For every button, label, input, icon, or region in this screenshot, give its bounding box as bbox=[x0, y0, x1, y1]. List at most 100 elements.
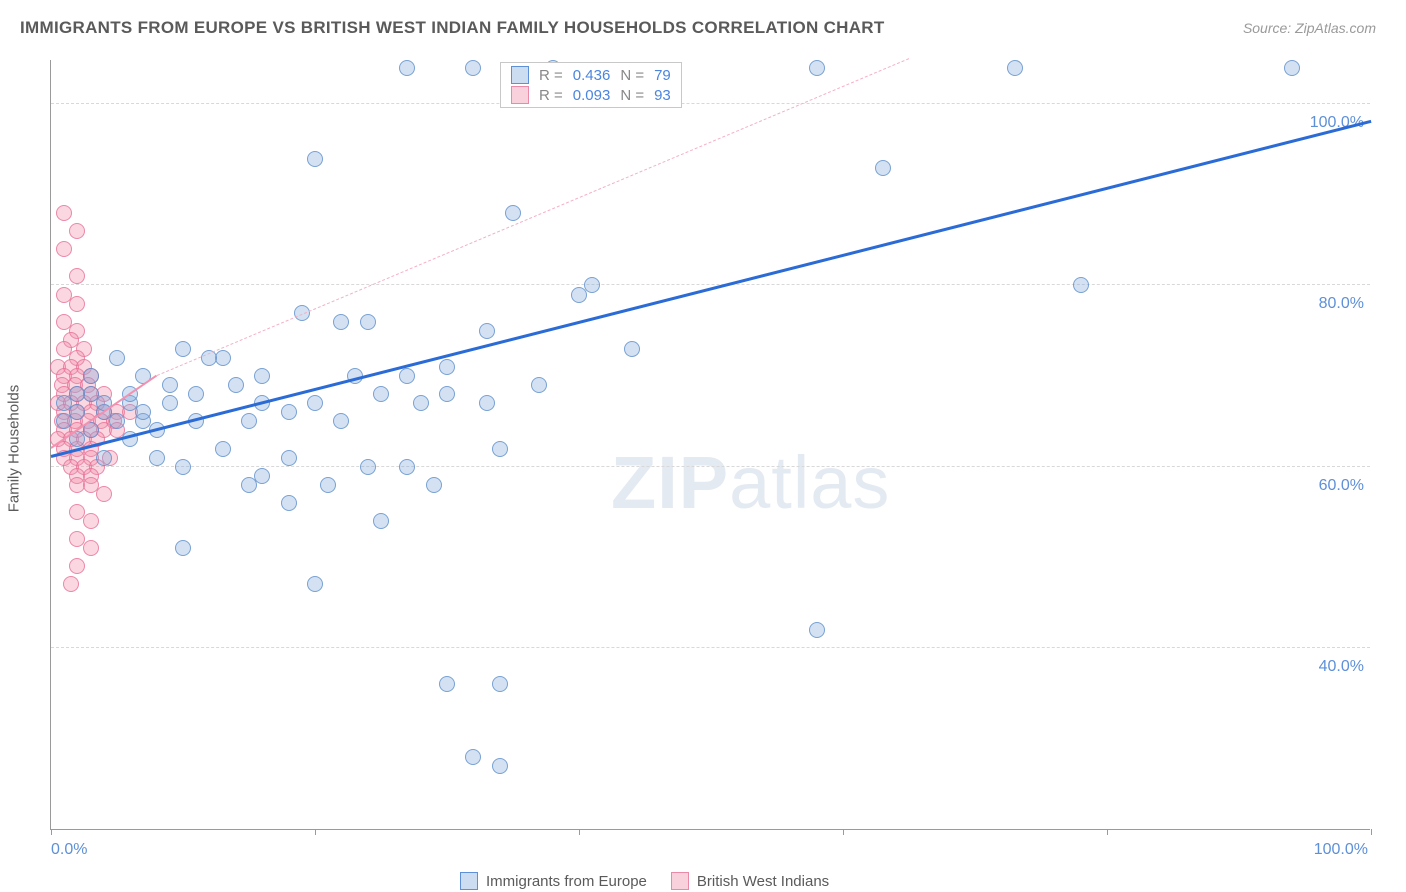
scatter-point-blue bbox=[215, 441, 231, 457]
x-tick bbox=[51, 829, 52, 835]
scatter-point-blue bbox=[281, 404, 297, 420]
scatter-point-blue bbox=[188, 386, 204, 402]
scatter-point-blue bbox=[162, 395, 178, 411]
r-value: 0.093 bbox=[573, 87, 611, 104]
chart-title: IMMIGRANTS FROM EUROPE VS BRITISH WEST I… bbox=[20, 18, 885, 38]
scatter-point-blue bbox=[809, 60, 825, 76]
scatter-point-blue bbox=[399, 60, 415, 76]
scatter-point-pink bbox=[63, 576, 79, 592]
scatter-point-blue bbox=[96, 450, 112, 466]
scatter-point-blue bbox=[875, 160, 891, 176]
x-tick bbox=[843, 829, 844, 835]
scatter-point-blue bbox=[479, 395, 495, 411]
scatter-point-blue bbox=[56, 413, 72, 429]
scatter-point-blue bbox=[465, 749, 481, 765]
scatter-point-blue bbox=[624, 341, 640, 357]
scatter-point-blue bbox=[1284, 60, 1300, 76]
scatter-point-pink bbox=[69, 268, 85, 284]
r-label: R = bbox=[539, 67, 563, 84]
legend-label: British West Indians bbox=[697, 873, 829, 890]
y-axis-label-wrap: Family Households bbox=[10, 360, 30, 540]
scatter-point-blue bbox=[307, 576, 323, 592]
scatter-point-blue bbox=[83, 368, 99, 384]
scatter-point-blue bbox=[809, 622, 825, 638]
scatter-point-pink bbox=[83, 513, 99, 529]
scatter-point-blue bbox=[399, 459, 415, 475]
x-tick-label: 0.0% bbox=[51, 841, 87, 859]
n-value: 79 bbox=[654, 67, 671, 84]
legend-row-blue: R = 0.436 N = 79 bbox=[501, 65, 681, 85]
scatter-point-blue bbox=[360, 314, 376, 330]
watermark-bold: ZIP bbox=[611, 441, 729, 524]
scatter-point-blue bbox=[56, 395, 72, 411]
scatter-point-blue bbox=[373, 386, 389, 402]
scatter-point-pink bbox=[56, 241, 72, 257]
scatter-point-blue bbox=[307, 151, 323, 167]
gridline bbox=[51, 647, 1370, 648]
trendline-blue bbox=[51, 119, 1372, 457]
scatter-point-blue bbox=[281, 495, 297, 511]
r-label: R = bbox=[539, 87, 563, 104]
r-value: 0.436 bbox=[573, 67, 611, 84]
n-label: N = bbox=[620, 87, 644, 104]
scatter-point-blue bbox=[479, 323, 495, 339]
scatter-point-blue bbox=[465, 60, 481, 76]
swatch-blue bbox=[511, 66, 529, 84]
scatter-point-blue bbox=[228, 377, 244, 393]
x-tick bbox=[1107, 829, 1108, 835]
scatter-point-blue bbox=[1007, 60, 1023, 76]
y-tick-label: 60.0% bbox=[1319, 477, 1364, 495]
scatter-point-blue bbox=[333, 314, 349, 330]
x-tick bbox=[1371, 829, 1372, 835]
correlation-legend: R = 0.436 N = 79 R = 0.093 N = 93 bbox=[500, 62, 682, 108]
scatter-point-blue bbox=[360, 459, 376, 475]
plot-area: ZIPatlas 40.0%60.0%80.0%100.0%0.0%100.0% bbox=[50, 60, 1370, 830]
scatter-point-pink bbox=[96, 486, 112, 502]
x-tick bbox=[579, 829, 580, 835]
scatter-point-blue bbox=[439, 386, 455, 402]
x-tick-label: 100.0% bbox=[1314, 841, 1368, 859]
scatter-point-blue bbox=[307, 395, 323, 411]
scatter-point-blue bbox=[241, 413, 257, 429]
series-legend: Immigrants from Europe British West Indi… bbox=[460, 872, 829, 890]
gridline bbox=[51, 466, 1370, 467]
legend-item-blue: Immigrants from Europe bbox=[460, 872, 647, 890]
scatter-point-blue bbox=[492, 676, 508, 692]
y-tick-label: 80.0% bbox=[1319, 295, 1364, 313]
scatter-point-blue bbox=[413, 395, 429, 411]
scatter-point-blue bbox=[281, 450, 297, 466]
x-tick bbox=[315, 829, 316, 835]
scatter-point-pink bbox=[56, 205, 72, 221]
gridline bbox=[51, 284, 1370, 285]
scatter-point-blue bbox=[505, 205, 521, 221]
scatter-point-blue bbox=[135, 404, 151, 420]
legend-item-pink: British West Indians bbox=[671, 872, 829, 890]
scatter-point-pink bbox=[69, 296, 85, 312]
scatter-point-blue bbox=[175, 341, 191, 357]
scatter-point-pink bbox=[69, 223, 85, 239]
y-tick-label: 40.0% bbox=[1319, 658, 1364, 676]
swatch-blue bbox=[460, 872, 478, 890]
gridline bbox=[51, 103, 1370, 104]
y-axis-label: Family Households bbox=[5, 385, 22, 513]
scatter-point-pink bbox=[83, 540, 99, 556]
scatter-point-blue bbox=[571, 287, 587, 303]
scatter-point-blue bbox=[109, 413, 125, 429]
scatter-point-blue bbox=[439, 676, 455, 692]
swatch-pink bbox=[511, 86, 529, 104]
scatter-point-blue bbox=[254, 368, 270, 384]
scatter-point-pink bbox=[69, 558, 85, 574]
n-label: N = bbox=[620, 67, 644, 84]
scatter-point-blue bbox=[1073, 277, 1089, 293]
scatter-point-blue bbox=[439, 359, 455, 375]
scatter-point-blue bbox=[149, 450, 165, 466]
scatter-point-blue bbox=[399, 368, 415, 384]
scatter-point-blue bbox=[426, 477, 442, 493]
scatter-point-blue bbox=[373, 513, 389, 529]
scatter-point-blue bbox=[492, 758, 508, 774]
source-attribution: Source: ZipAtlas.com bbox=[1243, 20, 1376, 36]
scatter-point-blue bbox=[109, 350, 125, 366]
scatter-point-blue bbox=[320, 477, 336, 493]
scatter-point-blue bbox=[492, 441, 508, 457]
scatter-point-blue bbox=[531, 377, 547, 393]
